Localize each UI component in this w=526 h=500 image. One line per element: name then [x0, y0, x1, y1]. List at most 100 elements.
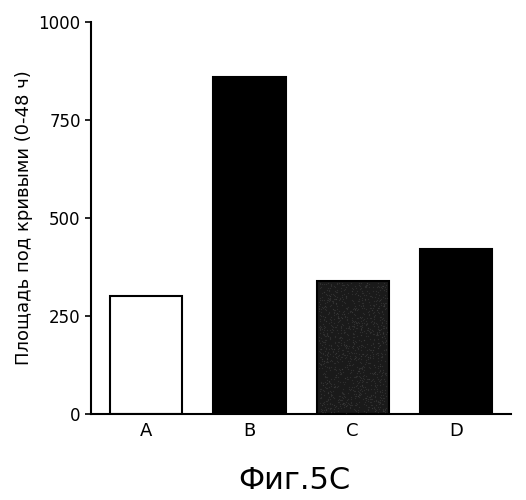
Point: [377, 282, 386, 290]
Point: [347, 395, 355, 403]
Point: [366, 359, 374, 367]
Point: [339, 389, 348, 397]
Point: [323, 376, 331, 384]
Point: [351, 354, 359, 362]
Point: [372, 287, 381, 295]
Bar: [420, 249, 492, 414]
Point: [357, 338, 365, 345]
Point: [338, 390, 347, 398]
Point: [373, 340, 382, 347]
Point: [339, 320, 347, 328]
Point: [330, 338, 339, 346]
Point: [369, 354, 377, 362]
Point: [329, 298, 338, 306]
Point: [373, 294, 382, 302]
Point: [364, 406, 372, 414]
Point: [326, 350, 334, 358]
Point: [364, 395, 372, 403]
Point: [327, 342, 335, 350]
Point: [370, 319, 378, 327]
Point: [323, 374, 331, 382]
Point: [368, 395, 376, 403]
Point: [342, 292, 351, 300]
Point: [338, 358, 347, 366]
Point: [324, 310, 332, 318]
Point: [322, 350, 331, 358]
Point: [369, 368, 378, 376]
Point: [342, 324, 351, 332]
Point: [380, 332, 389, 340]
Point: [340, 351, 348, 359]
Point: [382, 382, 390, 390]
Point: [350, 383, 358, 391]
Point: [370, 404, 378, 411]
Point: [353, 342, 361, 350]
Point: [332, 280, 341, 288]
Point: [365, 376, 373, 384]
Point: [372, 297, 381, 305]
Point: [378, 338, 386, 345]
Point: [366, 314, 374, 322]
Point: [316, 398, 324, 406]
Point: [369, 309, 377, 317]
Point: [343, 280, 352, 288]
Point: [360, 386, 368, 394]
Point: [382, 369, 390, 377]
Point: [343, 318, 352, 326]
Point: [330, 383, 338, 391]
Point: [316, 345, 324, 353]
Point: [371, 392, 380, 400]
Point: [352, 306, 361, 314]
Point: [382, 294, 391, 302]
Point: [356, 328, 364, 336]
Point: [318, 364, 326, 372]
Point: [350, 356, 358, 364]
Point: [343, 374, 352, 382]
Point: [381, 298, 390, 306]
Point: [315, 304, 323, 312]
Point: [320, 326, 328, 334]
Point: [352, 324, 360, 332]
Point: [338, 352, 346, 360]
Point: [316, 296, 324, 304]
Point: [363, 376, 372, 384]
Point: [368, 404, 377, 412]
Point: [358, 328, 366, 336]
Point: [326, 292, 334, 300]
Point: [317, 304, 325, 312]
Point: [333, 368, 342, 376]
Point: [328, 322, 337, 330]
Point: [375, 302, 383, 310]
Point: [348, 296, 357, 304]
Point: [329, 305, 337, 313]
Point: [370, 398, 378, 406]
Point: [331, 283, 339, 291]
Point: [369, 320, 377, 328]
Point: [360, 398, 369, 406]
Point: [324, 358, 332, 366]
Point: [379, 400, 388, 407]
Point: [318, 280, 326, 288]
Point: [318, 293, 326, 301]
Point: [333, 396, 342, 404]
Point: [367, 396, 376, 404]
Point: [342, 402, 350, 410]
Point: [379, 301, 388, 309]
Point: [331, 384, 340, 392]
Point: [379, 324, 388, 332]
Point: [334, 348, 342, 356]
Point: [353, 366, 362, 374]
Point: [322, 378, 331, 386]
Point: [329, 315, 338, 323]
Point: [338, 334, 347, 342]
Point: [355, 280, 363, 288]
Point: [326, 316, 335, 324]
Point: [339, 340, 348, 347]
Point: [379, 346, 388, 354]
Point: [354, 387, 362, 395]
Point: [361, 352, 369, 360]
Point: [365, 376, 373, 384]
Point: [348, 284, 357, 292]
Point: [325, 334, 333, 342]
Point: [339, 346, 347, 354]
